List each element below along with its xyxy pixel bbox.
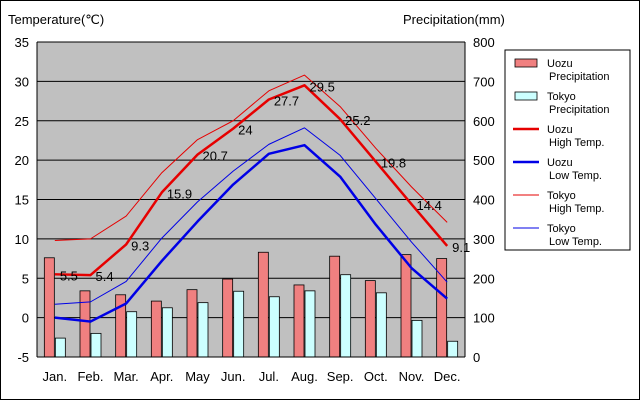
- right-tick-label: 700: [473, 74, 495, 89]
- legend-label: Precipitation: [549, 71, 610, 83]
- left-tick-label: 25: [15, 114, 29, 129]
- left-tick-label: -5: [17, 350, 29, 365]
- right-tick-label: 600: [473, 114, 495, 129]
- left-tick-label: 20: [15, 153, 29, 168]
- bar-tokyo-precipitationjun: [233, 290, 245, 358]
- bar-tokyo-precipitationoct: [375, 292, 387, 358]
- right-tick-label: 500: [473, 153, 495, 168]
- bar-tokyo-precipitationmar: [126, 311, 138, 358]
- x-tick-label: Mar.: [114, 369, 139, 384]
- x-tick-label: Feb.: [77, 369, 103, 384]
- right-tick-label: 200: [473, 271, 495, 286]
- data-label: 27.7: [274, 93, 299, 108]
- bar-tokyo-precipitationsep: [340, 274, 352, 358]
- data-label: 19.8: [381, 156, 406, 171]
- x-tick-label: Oct.: [364, 369, 388, 384]
- left-tick-label: 35: [15, 35, 29, 50]
- legend-label: High Temp.: [549, 137, 604, 149]
- legend-label: High Temp.: [549, 203, 604, 215]
- legend-swatch: [514, 91, 538, 101]
- data-label: 29.5: [310, 79, 335, 94]
- data-label: 20.7: [203, 149, 228, 164]
- legend-label: Tokyo: [547, 91, 576, 103]
- right-tick-label: 0: [473, 350, 480, 365]
- bar-uozu-precipitationdec: [436, 258, 448, 358]
- data-label: 24: [238, 123, 252, 138]
- bar-uozu-precipitationjun: [222, 278, 234, 358]
- x-tick-label: Sep.: [327, 369, 354, 384]
- left-tick-label: 15: [15, 193, 29, 208]
- left-tick-label: 5: [22, 271, 29, 286]
- right-tick-label: 800: [473, 35, 495, 50]
- legend-label: Tokyo: [547, 190, 576, 202]
- legend-label: Uozu: [547, 58, 573, 70]
- bar-tokyo-precipitationfeb: [90, 332, 102, 358]
- x-tick-label: Jul.: [259, 369, 279, 384]
- data-label: 25.2: [345, 113, 370, 128]
- data-label: 14.4: [417, 198, 442, 213]
- data-label: 9.3: [131, 238, 149, 253]
- data-label: 9.1: [452, 240, 470, 255]
- legend: UozuPrecipitationTokyoPrecipitationUozuH…: [504, 49, 631, 251]
- bar-tokyo-precipitationmay: [197, 302, 209, 358]
- legend-label: Tokyo: [547, 223, 576, 235]
- right-tick-label: 100: [473, 311, 495, 326]
- bar-uozu-precipitationoct: [364, 280, 376, 358]
- line-tokyo-high-temp-: [54, 74, 448, 241]
- data-label: 5.5: [60, 268, 78, 283]
- bar-tokyo-precipitationdec: [447, 340, 459, 358]
- bar-uozu-precipitationnov: [400, 254, 412, 358]
- left-tick-label: 10: [15, 232, 29, 247]
- bar-tokyo-precipitationaug: [304, 290, 316, 358]
- line-uozu-low-temp-: [54, 143, 448, 323]
- bar-tokyo-precipitationjan: [54, 337, 66, 358]
- line-uozu-high-temp-: [54, 84, 449, 277]
- legend-label: Precipitation: [549, 104, 610, 116]
- legend-label: Low Temp.: [549, 170, 602, 182]
- x-tick-label: Dec.: [434, 369, 461, 384]
- left-axis-title: Temperature(℃): [8, 12, 104, 27]
- temperature-lines: [54, 74, 449, 323]
- axes: -5 0 5 10 15 20 25 30 35 0 100 200 300 400 500 600 700 80…: [15, 35, 495, 384]
- x-tick-label: Apr.: [150, 369, 173, 384]
- bar-uozu-precipitationfeb: [79, 290, 91, 358]
- gridlines: [37, 41, 465, 358]
- x-tick-label: Jun.: [221, 369, 246, 384]
- left-tick-label: 30: [15, 74, 29, 89]
- bar-uozu-precipitationaug: [293, 284, 305, 358]
- right-tick-label: 400: [473, 193, 495, 208]
- bar-uozu-precipitationjul: [257, 251, 269, 358]
- legend-box: [504, 49, 631, 251]
- bar-uozu-precipitationapr: [150, 300, 162, 358]
- legend-label: Uozu: [547, 124, 573, 136]
- legend-label: Low Temp.: [549, 236, 602, 248]
- left-tick-label: 0: [22, 311, 29, 326]
- bar-uozu-precipitationsep: [329, 255, 341, 358]
- right-tick-label: 300: [473, 232, 495, 247]
- bar-uozu-precipitationmay: [186, 289, 198, 358]
- bar-tokyo-precipitationapr: [161, 307, 173, 358]
- x-tick-label: Aug.: [291, 369, 318, 384]
- data-label: 5.4: [96, 269, 114, 284]
- x-tick-label: Nov.: [399, 369, 425, 384]
- legend-swatch: [514, 58, 538, 68]
- bar-uozu-precipitationjan: [43, 257, 55, 358]
- bar-tokyo-precipitationjul: [268, 296, 280, 358]
- x-tick-label: Jan.: [43, 369, 68, 384]
- bar-tokyo-precipitationnov: [411, 319, 423, 358]
- right-axis-title: Precipitation(mm): [403, 12, 505, 27]
- x-tick-label: May: [185, 369, 210, 384]
- data-label: 15.9: [167, 186, 192, 201]
- data-labels: 5.5 5.4 9.3 15.9 20.7 24 27.7 29.5 25.2 19.8 14.4 9…: [60, 79, 470, 284]
- line-tokyo-low-temp-: [54, 127, 448, 305]
- legend-label: Uozu: [547, 157, 573, 169]
